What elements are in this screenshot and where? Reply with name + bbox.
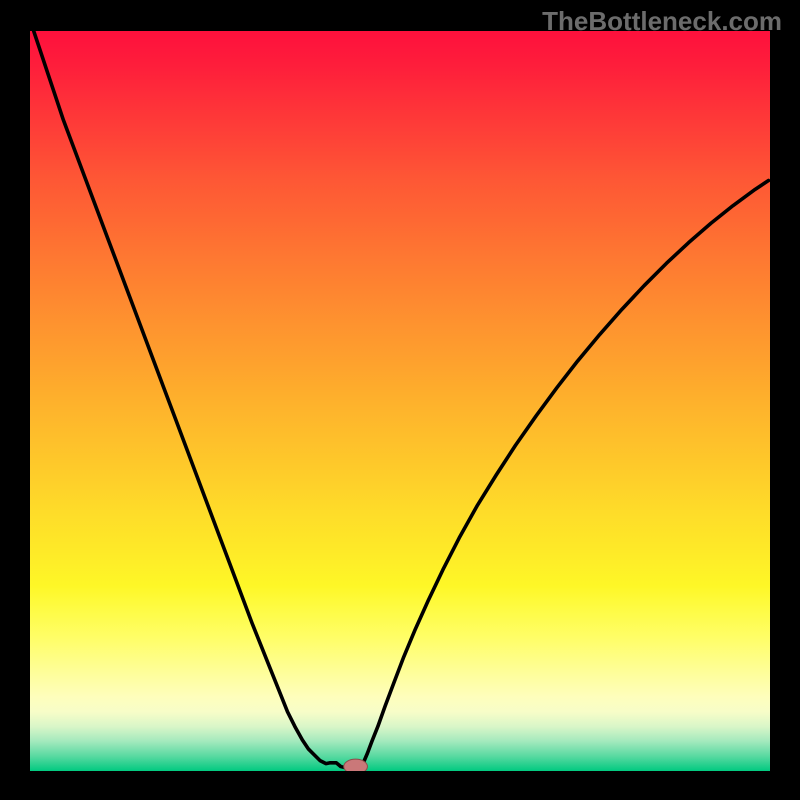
chart-frame: TheBottleneck.com [0,0,800,800]
curve-layer [30,31,770,771]
bottleneck-curve [34,31,769,770]
minimum-marker [344,759,368,771]
plot-area [30,31,770,771]
